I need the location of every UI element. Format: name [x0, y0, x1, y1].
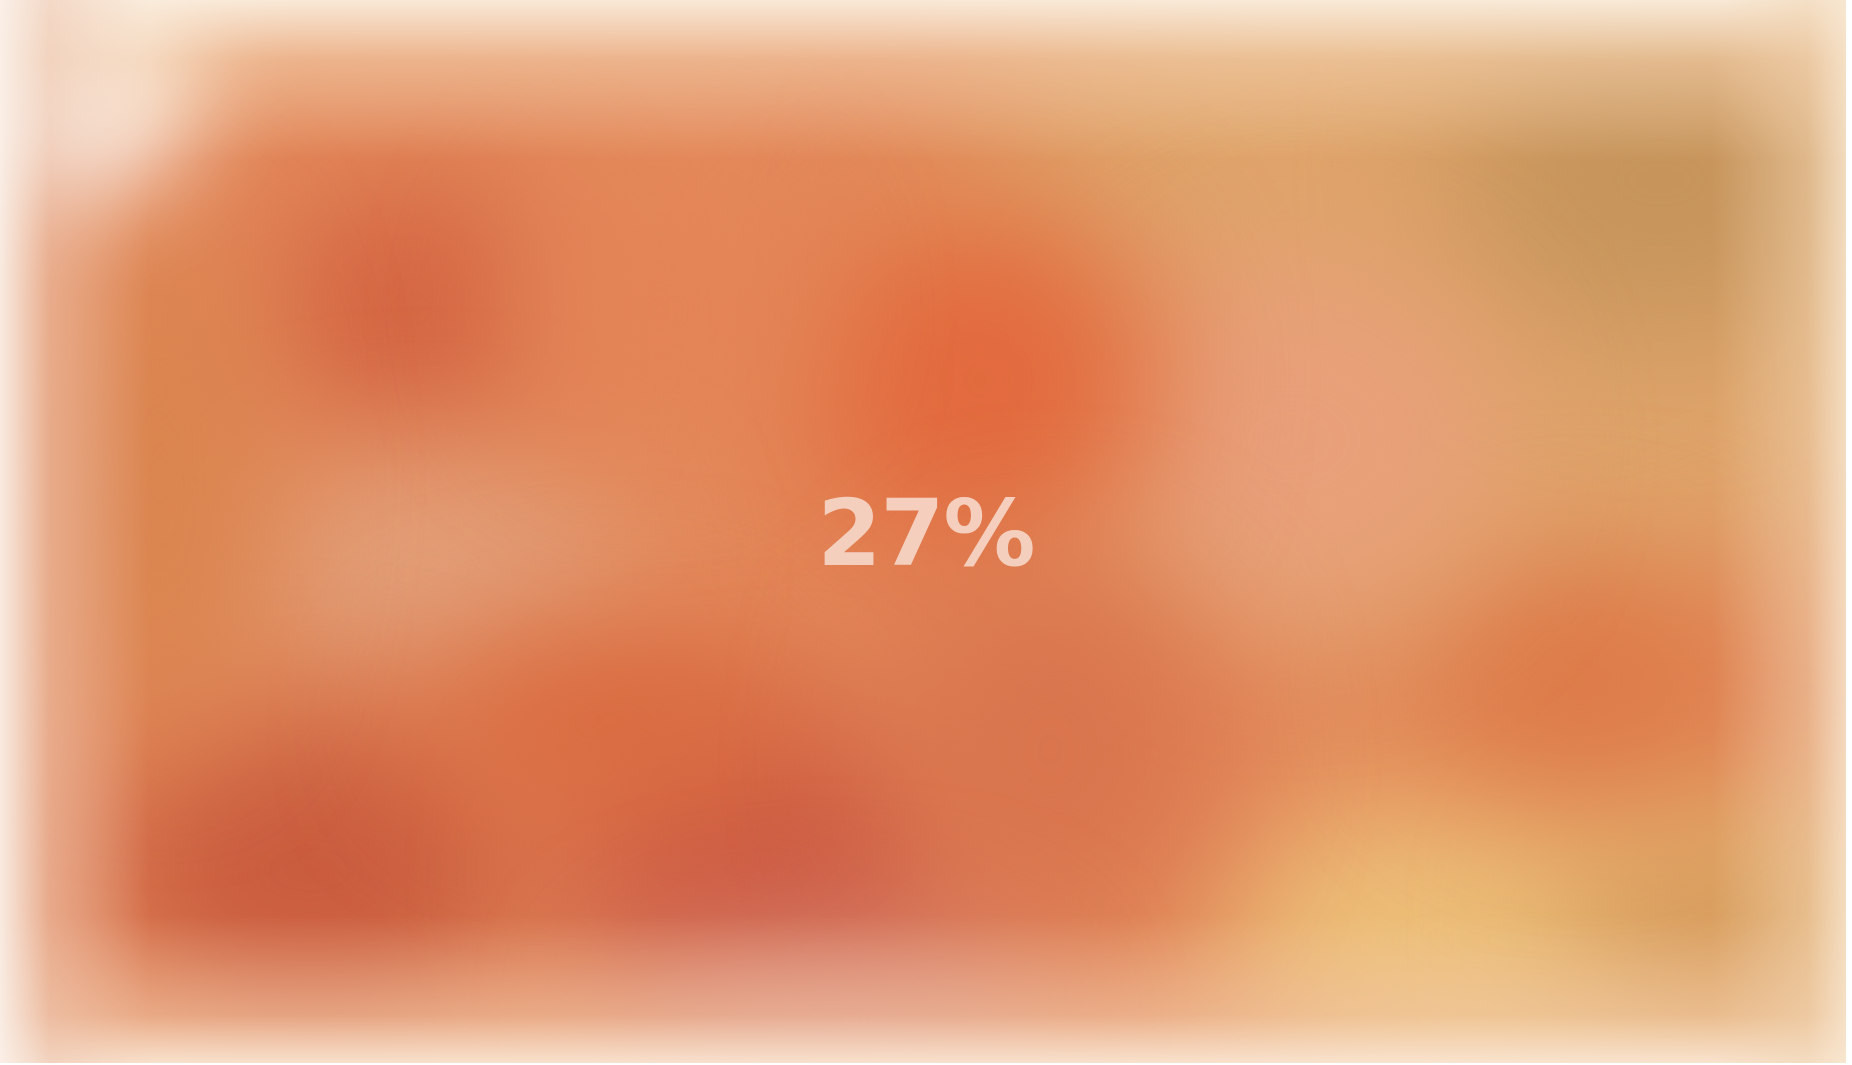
window-edge-right	[1846, 0, 1852, 1065]
window-edge-bottom	[0, 1063, 1852, 1065]
loading-progress-text: 27%	[817, 480, 1035, 587]
